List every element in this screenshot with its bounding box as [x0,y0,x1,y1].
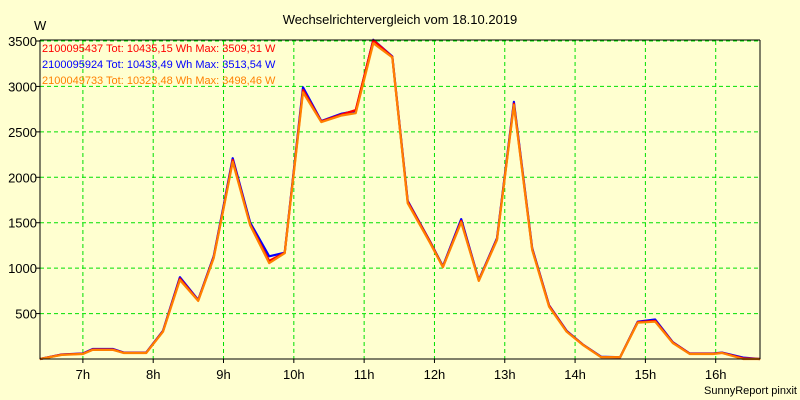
chart-title: Wechselrichtervergleich vom 18.10.2019 [283,12,518,27]
data-point-2100049733 [223,204,225,207]
data-point-2100049733 [531,249,533,251]
x-tick-label: 11h [354,367,375,382]
y-tick-label: 3000 [8,79,37,94]
x-tick-label: 10h [283,367,305,382]
data-point-2100095924 [302,86,304,88]
data-point-2100049733 [82,353,84,355]
x-tick-label: 15h [635,367,657,382]
data-point-2100049733 [162,331,164,333]
data-point-2100049733 [654,321,656,323]
data-point-2100095924 [268,255,270,257]
y-tick-label: 1500 [8,216,37,231]
series-lines [39,38,761,361]
x-tick-label: 12h [424,367,446,382]
y-axis-unit-label: W [34,18,47,33]
data-point-2100049733 [460,221,462,223]
data-point-2100049733 [721,352,723,354]
x-tick-label: 14h [564,367,586,382]
data-point-2100049733 [112,349,114,351]
y-axis-ticks: 500 1000 1500 2000 2500 3000 3500 [8,34,40,322]
y-tick-label: 3500 [8,34,37,49]
data-point-2100049733 [302,91,304,93]
data-point-2100049733 [548,306,550,308]
footer-credit: SunnyReport pinxit [704,385,797,397]
data-point-2100049733 [372,42,374,44]
data-point-2100049733 [249,224,251,227]
legend-entry-2100095437: 2100095437 Tot: 10435,15 Wh Max: 3509,31… [42,43,276,55]
y-tick-label: 1000 [8,261,37,276]
data-point-2100049733 [341,114,343,117]
series-line-2100095924 [39,38,761,361]
legend: 2100095437 Tot: 10435,15 Wh Max: 3509,31… [42,43,276,87]
data-point-2100049733 [407,202,409,204]
data-point-2100049733 [600,356,602,358]
x-axis-ticks: 7h 8h 9h 10h 11h 12h 13h 14h 15h 16h [76,359,727,382]
y-tick-label: 2000 [8,170,37,185]
data-point-2100095437 [232,159,234,161]
data-point-2100049733 [320,121,322,123]
data-point-2100049733 [496,239,498,241]
y-tick-label: 500 [15,307,37,322]
data-point-2100049733 [619,356,621,358]
grid-lines [40,40,760,359]
data-point-2100049733 [566,331,568,333]
data-point-2100049733 [61,354,63,356]
y-tick-label: 2500 [8,125,37,140]
data-point-2100049733 [391,56,393,58]
x-tick-label: 13h [494,367,516,382]
data-point-2100095924 [513,101,515,103]
data-point-2100049733 [637,322,639,324]
data-point-2100049733 [145,352,147,354]
data-point-2100049733 [429,242,431,244]
data-point-2100049733 [513,104,515,106]
data-point-2100049733 [92,349,94,351]
data-point-2100049733 [197,300,199,302]
data-point-2100095437 [302,89,304,91]
x-tick-label: 16h [705,367,727,382]
data-point-2100049733 [672,342,674,344]
data-point-2100095437 [513,103,515,105]
data-point-2100049733 [689,353,691,355]
data-point-2100049733 [232,161,234,163]
series-line-2100095437 [39,39,761,361]
x-tick-label: 9h [216,367,230,382]
data-point-2100095437 [179,277,181,280]
data-point-2100049733 [284,252,286,254]
data-point-2100049733 [268,262,270,264]
data-point-2100095924 [460,218,462,220]
data-point-2100095437 [460,220,462,222]
x-tick-label: 7h [76,367,90,382]
data-point-2100049733 [213,257,215,259]
data-point-2100049733 [355,112,357,114]
data-point-2100049733 [478,280,480,282]
data-point-2100049733 [179,279,181,281]
data-point-2100095924 [179,276,181,278]
x-tick-label: 8h [146,367,160,382]
legend-entry-2100049733: 2100049733 Tot: 10323,48 Wh Max: 3498,46… [42,75,276,87]
data-point-2100049733 [712,353,714,355]
data-point-2100049733 [123,352,125,354]
data-point-2100049733 [442,266,444,268]
data-point-2100095924 [232,157,234,159]
data-point-2100049733 [582,344,584,346]
series-line-2100049733 [39,42,760,361]
legend-entry-2100095924: 2100095924 Tot: 10433,49 Wh Max: 3513,54… [42,59,276,71]
